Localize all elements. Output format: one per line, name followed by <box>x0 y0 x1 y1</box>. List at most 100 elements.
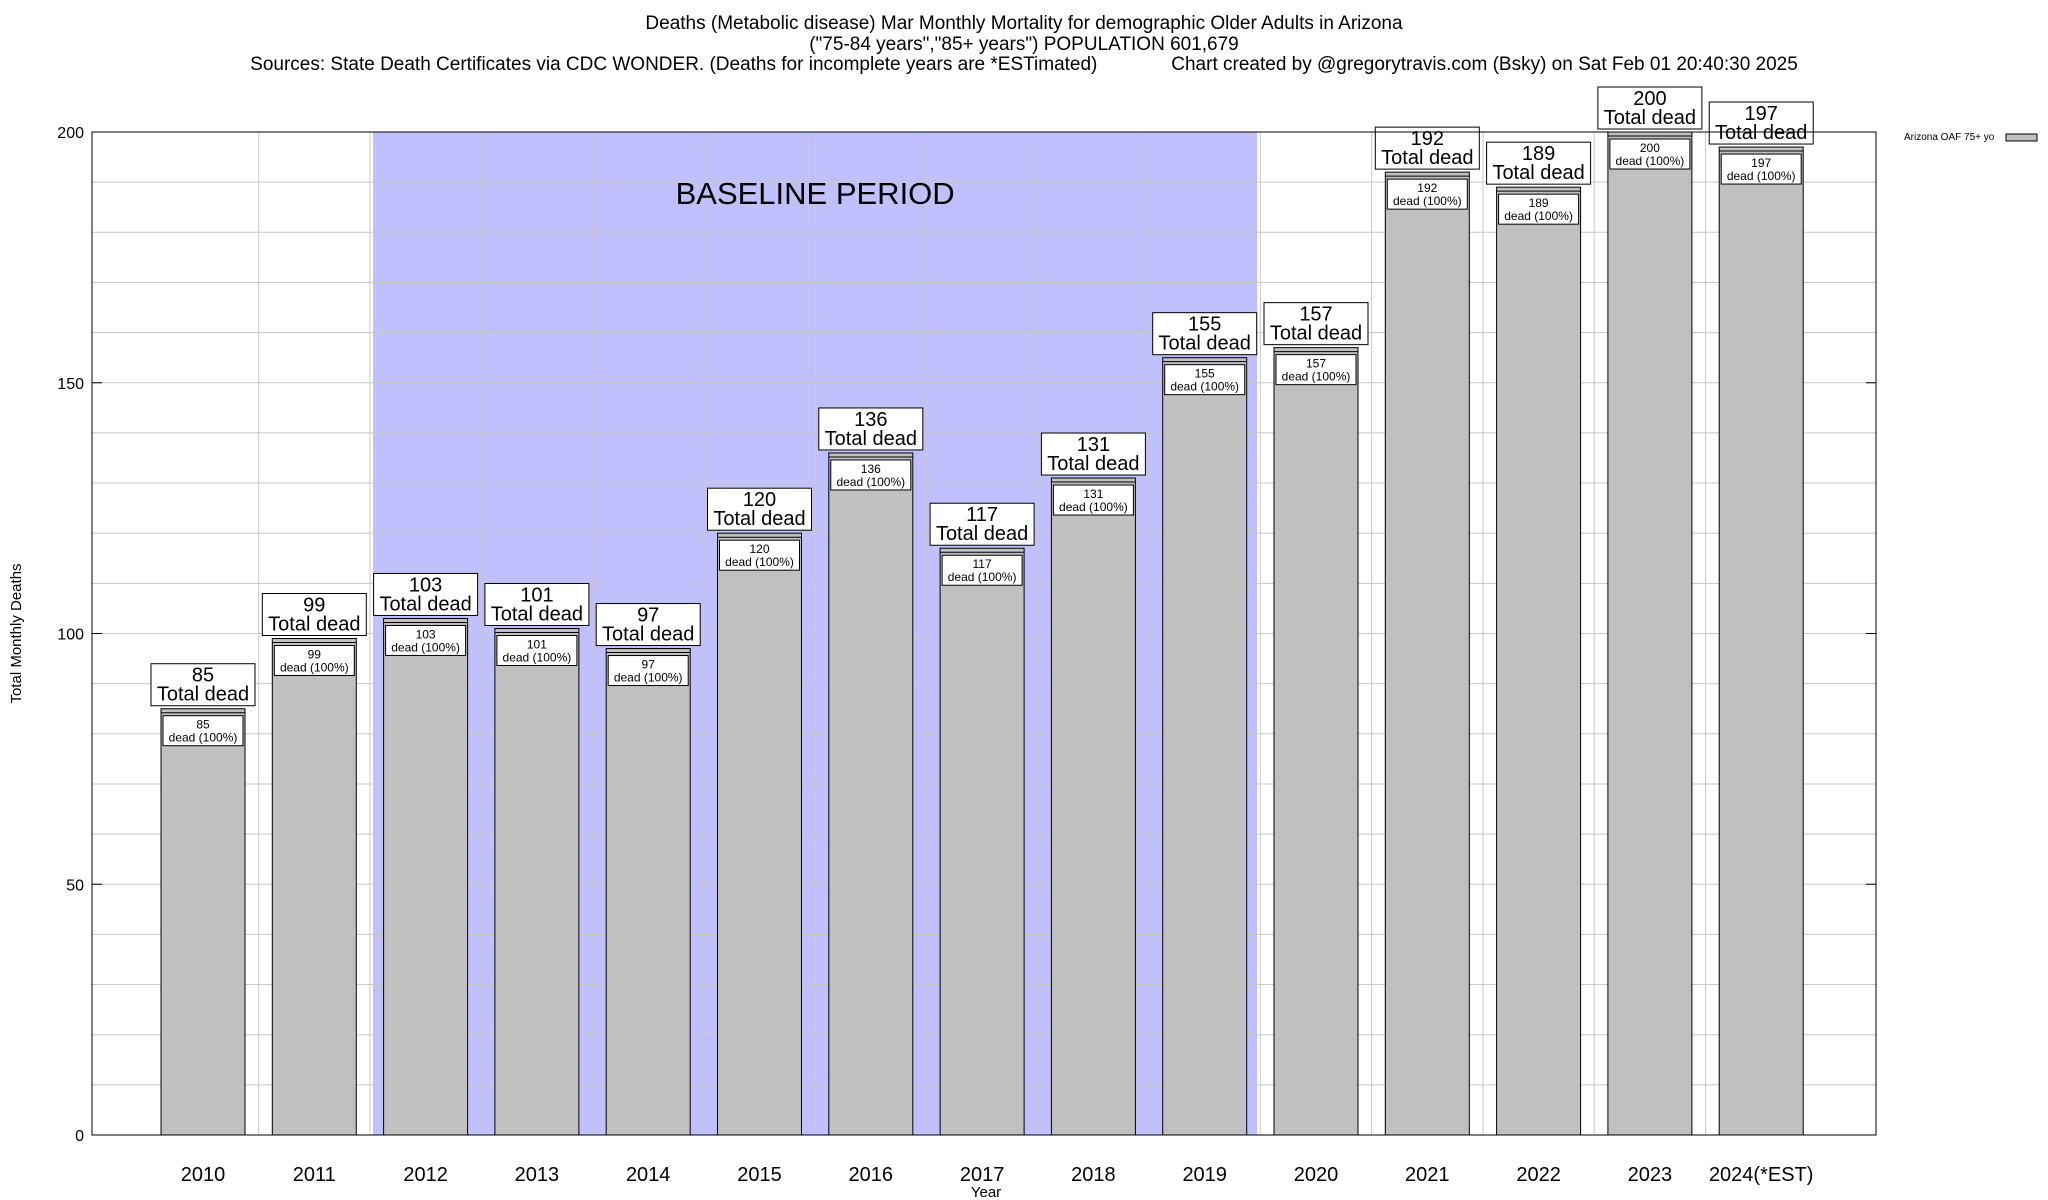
inner-value-label: 117 <box>973 557 992 571</box>
baseline-period-label: BASELINE PERIOD <box>676 176 955 211</box>
bar <box>1496 186 1582 1136</box>
x-axis-label: Year <box>971 1184 1001 1200</box>
inner-percent-label: dead (100%) <box>280 661 349 675</box>
x-tick-label: 2020 <box>1294 1164 1339 1186</box>
x-tick-label: 2024(*EST) <box>1709 1164 1814 1186</box>
total-dead-label: Total dead <box>1047 453 1139 475</box>
y-tick-label: 0 <box>75 1128 84 1145</box>
total-value-label: 155 <box>1188 314 1221 336</box>
inner-label-box <box>1052 484 1134 516</box>
inner-label-box <box>1498 193 1580 225</box>
inner-value-label: 101 <box>527 637 547 651</box>
total-dead-label: Total dead <box>268 614 360 636</box>
total-value-label: 117 <box>966 504 998 526</box>
inner-percent-label: dead (100%) <box>1282 370 1351 384</box>
total-value-label: 136 <box>854 409 887 431</box>
bar <box>1050 477 1136 1136</box>
total-label-box <box>929 502 1035 546</box>
total-value-label: 99 <box>303 595 325 617</box>
inner-value-label: 131 <box>1083 487 1103 501</box>
total-label-box <box>1152 312 1258 356</box>
total-label-box <box>1486 141 1592 185</box>
bar <box>1162 357 1248 1136</box>
inner-percent-label: dead (100%) <box>948 570 1017 584</box>
y-tick-label: 150 <box>57 376 84 393</box>
inner-value-label: 99 <box>308 648 322 662</box>
x-tick-label: 2021 <box>1405 1164 1450 1186</box>
inner-label-box <box>1164 364 1246 396</box>
inner-value-label: 155 <box>1195 367 1215 381</box>
inner-label-box <box>1609 138 1691 170</box>
total-value-label: 157 <box>1299 304 1332 326</box>
total-value-label: 103 <box>409 574 442 596</box>
total-label-box <box>261 593 367 637</box>
y-tick-label: 50 <box>66 877 84 894</box>
total-dead-label: Total dead <box>491 603 583 625</box>
inner-label-box <box>385 624 467 656</box>
inner-value-label: 197 <box>1751 156 1771 170</box>
inner-value-label: 103 <box>416 627 436 641</box>
total-dead-label: Total dead <box>1604 107 1696 129</box>
inner-value-label: 97 <box>642 658 656 672</box>
total-label-box <box>150 663 256 707</box>
bar <box>939 547 1025 1136</box>
inner-value-label: 200 <box>1640 141 1660 155</box>
bar <box>1718 146 1804 1136</box>
inner-value-label: 157 <box>1306 357 1326 371</box>
inner-value-label: 189 <box>1529 196 1549 210</box>
x-tick-label: 2016 <box>849 1164 894 1186</box>
x-tick-label: 2018 <box>1071 1164 1116 1186</box>
chart-title-line-2: ("75-84 years","85+ years") POPULATION 6… <box>809 34 1239 55</box>
bar <box>271 638 357 1136</box>
inner-label-box <box>1720 153 1802 185</box>
total-label-box <box>818 407 924 451</box>
inner-percent-label: dead (100%) <box>1727 169 1796 183</box>
total-label-box <box>484 582 590 626</box>
bar <box>828 452 914 1136</box>
inner-label-box <box>273 645 355 677</box>
bar <box>717 532 802 1136</box>
bar <box>494 627 580 1136</box>
total-value-label: 101 <box>520 584 553 606</box>
legend-swatch <box>2005 133 2038 142</box>
total-dead-label: Total dead <box>825 428 917 450</box>
total-dead-label: Total dead <box>936 523 1028 545</box>
chart-subtitle-sources: Sources: State Death Certificates via CD… <box>250 54 1798 75</box>
bar <box>1607 131 1693 1136</box>
chart-title-line-1: Deaths (Metabolic disease) Mar Monthly M… <box>645 13 1403 34</box>
total-label-box <box>1263 302 1369 346</box>
total-label-box <box>1040 432 1146 476</box>
inner-percent-label: dead (100%) <box>614 671 683 685</box>
x-tick-label: 2012 <box>403 1164 448 1186</box>
x-tick-label: 2017 <box>960 1164 1005 1186</box>
inner-percent-label: dead (100%) <box>169 731 238 745</box>
total-value-label: 200 <box>1633 88 1666 110</box>
total-label-box <box>373 572 479 616</box>
inner-label-box <box>607 655 689 687</box>
inner-label-box <box>162 715 244 747</box>
inner-percent-label: dead (100%) <box>1504 209 1573 223</box>
x-tick-label: 2023 <box>1628 1164 1673 1186</box>
inner-value-label: 192 <box>1417 181 1437 195</box>
total-label-box <box>707 487 812 531</box>
inner-label-box <box>830 459 912 491</box>
inner-percent-label: dead (100%) <box>391 640 460 654</box>
bar <box>1273 347 1359 1136</box>
inner-percent-label: dead (100%) <box>1393 194 1462 208</box>
bar <box>383 617 469 1136</box>
total-dead-label: Total dead <box>1381 147 1473 169</box>
total-label-box <box>1374 126 1480 170</box>
total-value-label: 85 <box>192 665 214 687</box>
y-tick-label: 200 <box>57 125 84 142</box>
total-dead-label: Total dead <box>713 508 805 530</box>
y-tick-label: 100 <box>57 627 84 644</box>
inner-value-label: 85 <box>196 718 210 732</box>
inner-label-box <box>496 634 578 666</box>
x-tick-label: 2011 <box>293 1164 336 1186</box>
inner-percent-label: dead (100%) <box>1170 380 1239 394</box>
inner-label-box <box>719 539 800 571</box>
inner-percent-label: dead (100%) <box>1059 500 1128 514</box>
inner-percent-label: dead (100%) <box>503 650 572 664</box>
total-label-box <box>595 603 701 647</box>
